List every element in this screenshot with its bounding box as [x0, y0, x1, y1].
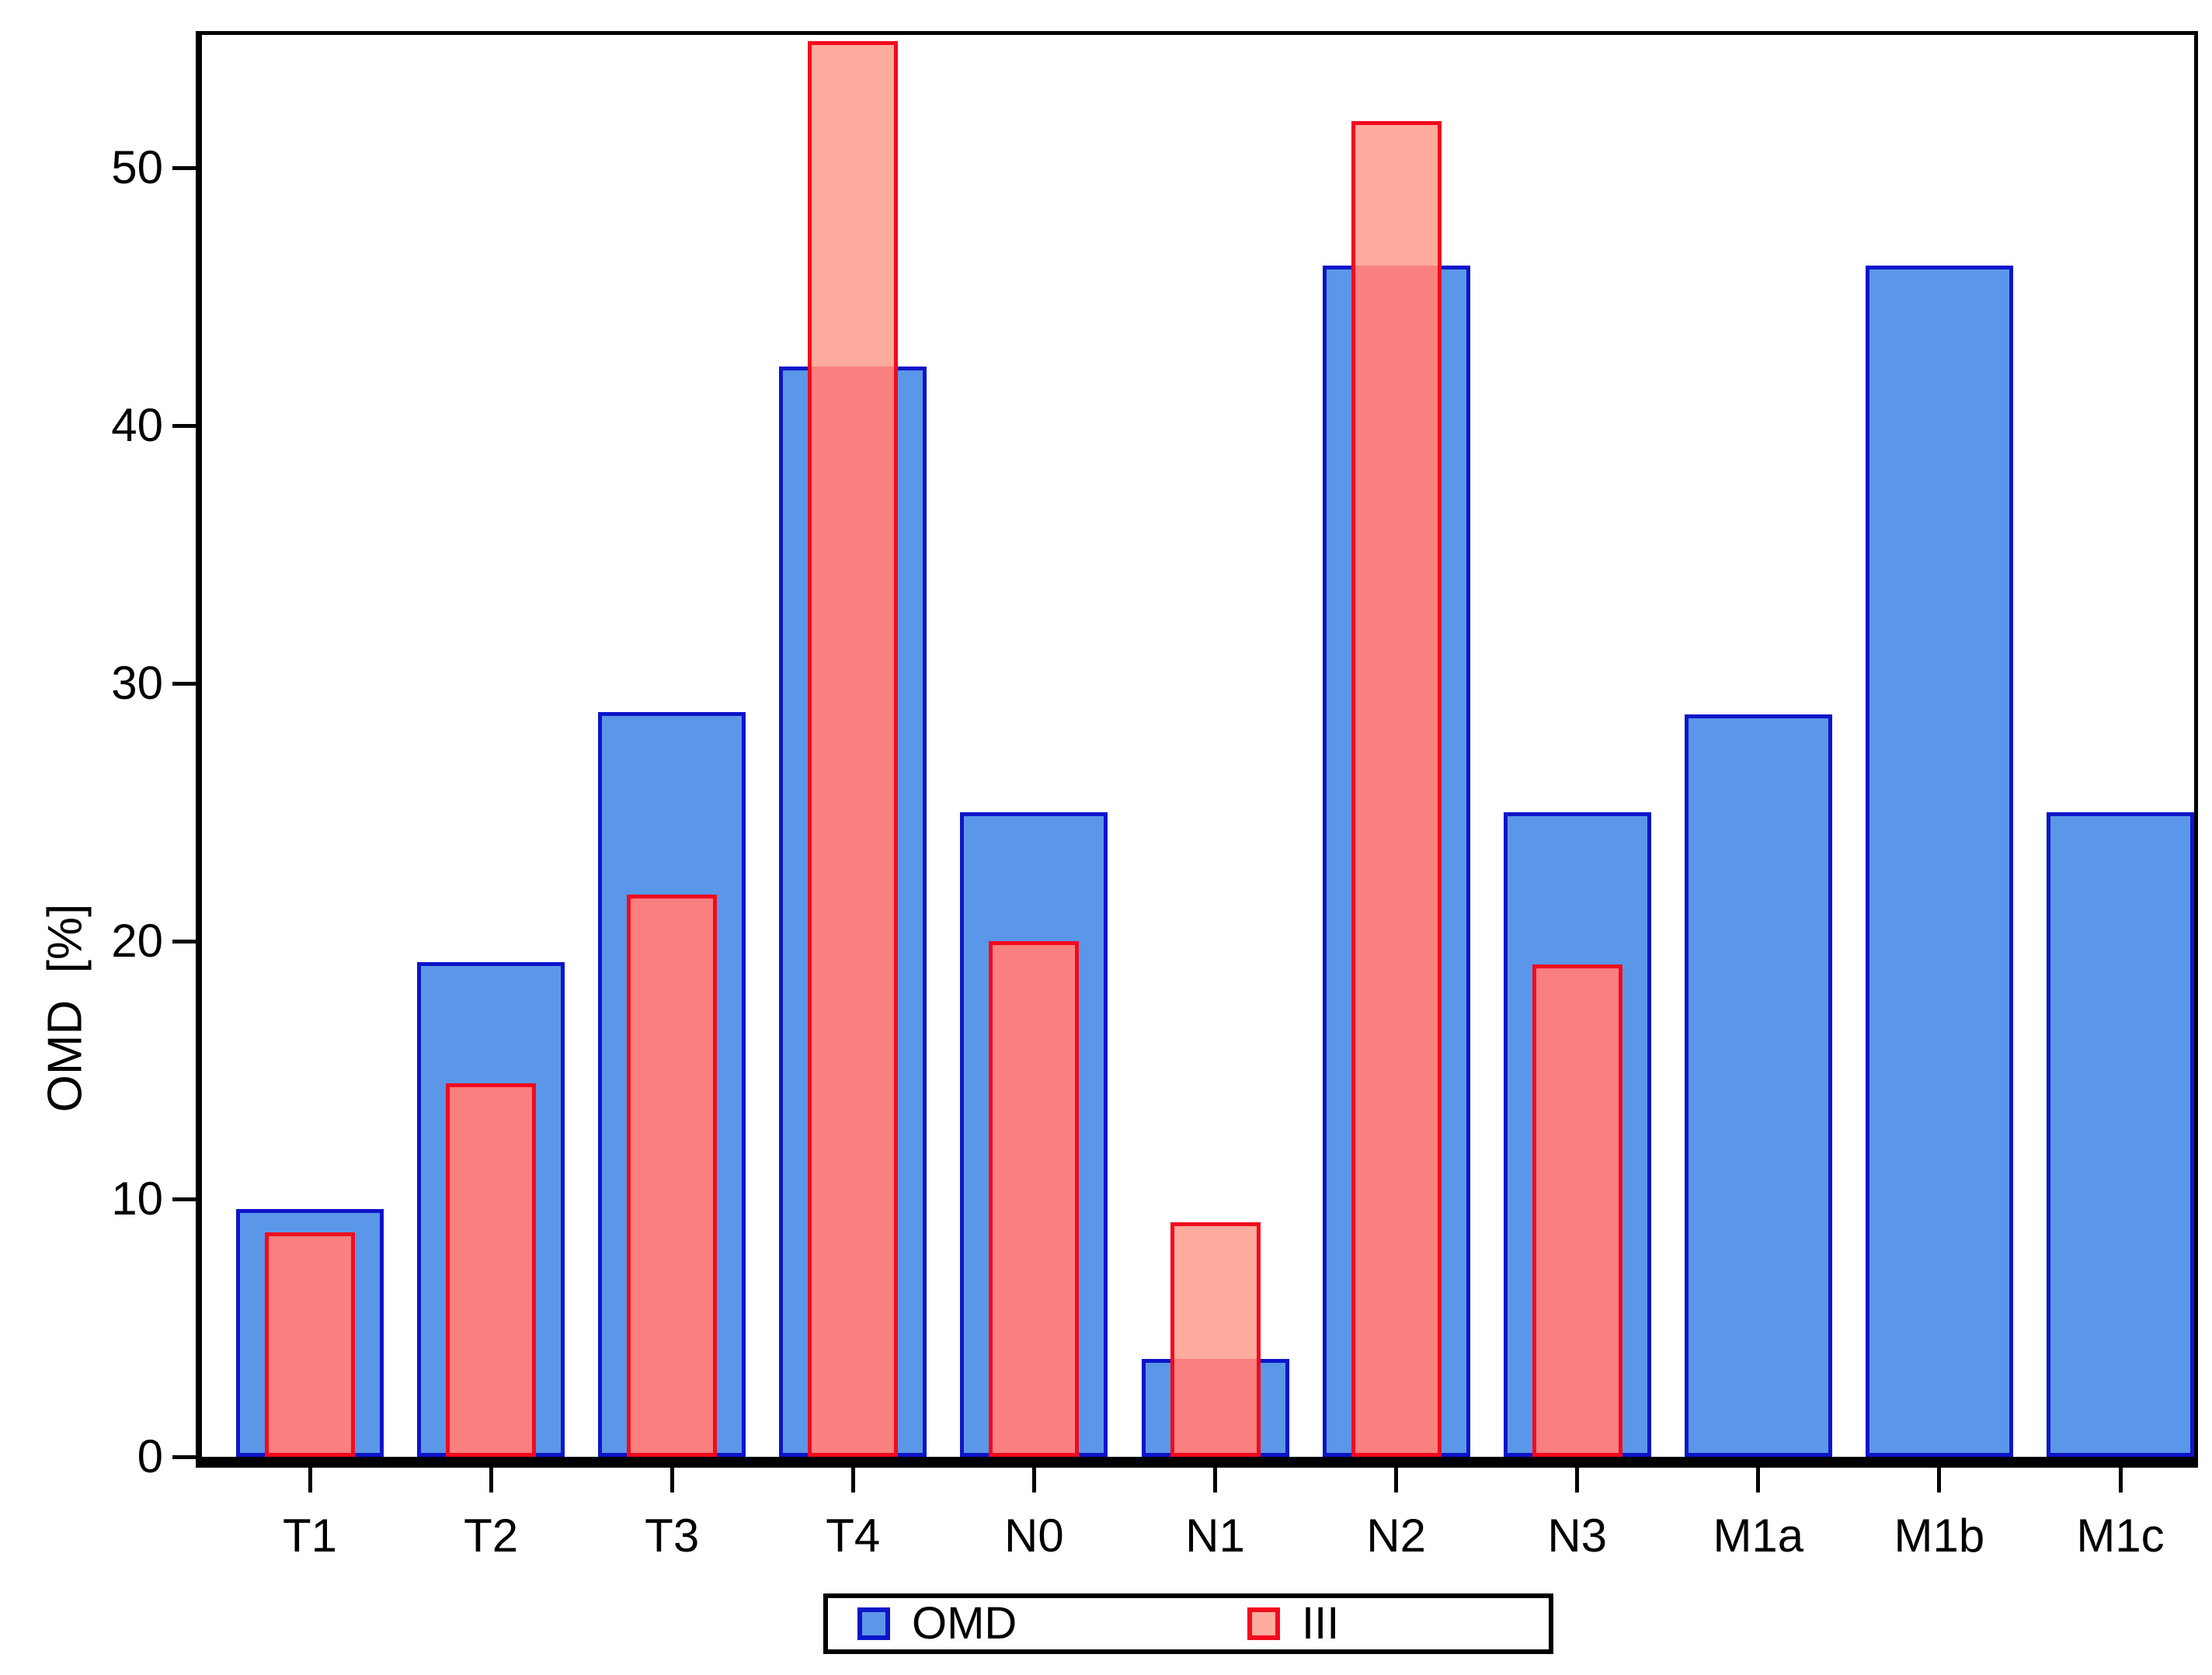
legend-label-omd: OMD [912, 1598, 1017, 1649]
bar-iii-N0 [989, 941, 1079, 1457]
bar-omd-M1b [1866, 266, 2013, 1457]
x-tick-label-N3: N3 [1547, 1510, 1608, 1562]
y-tick-label-50: 50 [111, 141, 163, 193]
x-tick-T2 [489, 1468, 493, 1493]
y-axis-title: OMD [%] [38, 903, 92, 1113]
x-tick-label-T3: T3 [645, 1510, 700, 1562]
bar-iii-T4 [808, 41, 898, 1457]
x-tick-M1c [2118, 1468, 2123, 1493]
legend-label-iii: III [1302, 1598, 1340, 1649]
x-tick-label-T1: T1 [282, 1510, 338, 1562]
plot-inner [202, 35, 2194, 1457]
x-tick-label-T2: T2 [464, 1510, 519, 1562]
bar-iii-T2 [446, 1083, 536, 1457]
bar-omd-M1c [2047, 812, 2194, 1457]
bar-iii-T3 [627, 895, 717, 1457]
y-tick-label-10: 10 [111, 1173, 163, 1225]
y-tick-0 [172, 1454, 196, 1459]
x-tick-N3 [1575, 1468, 1580, 1493]
y-tick-label-30: 30 [111, 657, 163, 709]
x-tick-label-T4: T4 [826, 1510, 881, 1562]
x-tick-label-N2: N2 [1366, 1510, 1426, 1562]
bar-omd-M1a [1685, 714, 1832, 1457]
bar-iii-T1 [265, 1232, 355, 1457]
x-tick-label-M1c: M1c [2076, 1510, 2165, 1562]
x-tick-T3 [670, 1468, 674, 1493]
y-tick-label-20: 20 [111, 915, 163, 967]
y-tick-label-40: 40 [111, 399, 163, 451]
y-tick-label-0: 0 [137, 1430, 163, 1482]
y-tick-50 [172, 165, 196, 170]
y-tick-20 [172, 939, 196, 943]
y-tick-40 [172, 423, 196, 428]
x-tick-T4 [850, 1468, 855, 1493]
bar-iii-N3 [1532, 964, 1622, 1457]
x-tick-T1 [308, 1468, 312, 1493]
bar-iii-N1 [1170, 1222, 1261, 1457]
x-tick-M1a [1756, 1468, 1761, 1493]
x-tick-N1 [1213, 1468, 1217, 1493]
x-tick-M1b [1937, 1468, 1942, 1493]
legend-box: OMD III [823, 1593, 1553, 1654]
x-tick-label-M1a: M1a [1713, 1510, 1804, 1562]
bar-iii-N2 [1351, 121, 1442, 1457]
y-tick-30 [172, 681, 196, 686]
x-tick-N2 [1394, 1468, 1399, 1493]
plot-area [196, 31, 2198, 1468]
legend-swatch-omd [857, 1607, 890, 1640]
y-tick-10 [172, 1197, 196, 1201]
x-tick-N0 [1031, 1468, 1036, 1493]
x-tick-label-N1: N1 [1185, 1510, 1245, 1562]
legend-swatch-iii [1247, 1607, 1280, 1640]
x-tick-label-M1b: M1b [1894, 1510, 1985, 1562]
x-tick-label-N0: N0 [1004, 1510, 1064, 1562]
